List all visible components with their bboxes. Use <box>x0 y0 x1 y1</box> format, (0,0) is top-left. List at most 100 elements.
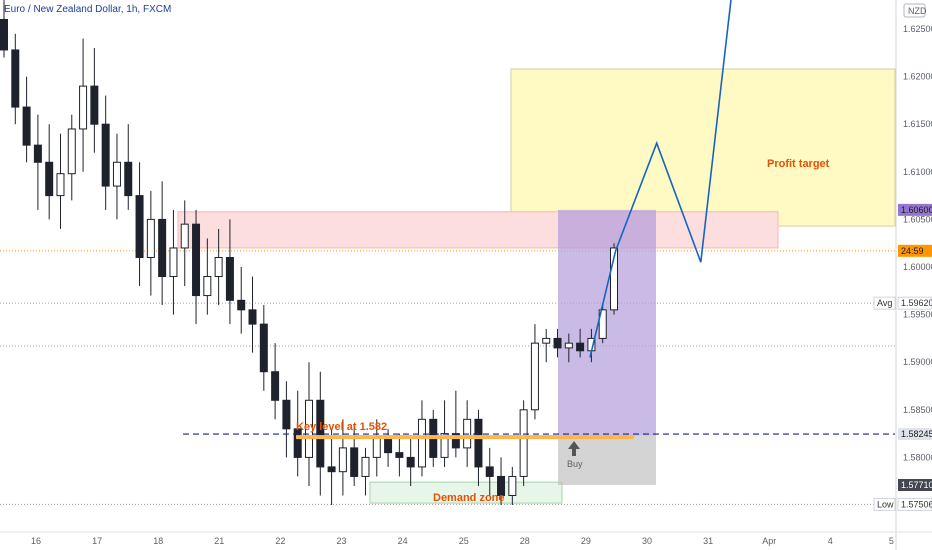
candle-body <box>67 128 76 175</box>
price-label-bg <box>898 203 932 216</box>
time-tick-label: 28 <box>520 536 530 546</box>
time-tick-label: 5 <box>889 536 894 546</box>
price-label: 1.57506 <box>901 499 932 509</box>
price-tick-label: 1.58500 <box>903 405 932 415</box>
price-tick-label: 1.62500 <box>903 24 932 34</box>
candle-body <box>350 447 359 477</box>
position-profit-area <box>558 209 656 436</box>
time-tick-label: 23 <box>336 536 346 546</box>
price-tick-label: 1.61000 <box>903 167 932 177</box>
buy-arrow-icon <box>568 441 580 456</box>
candle-body <box>542 337 551 344</box>
key-level-bar <box>296 435 634 440</box>
candle-body <box>361 456 370 477</box>
candle-body <box>293 428 302 458</box>
projection-path-line <box>589 0 732 358</box>
candle-body <box>169 247 178 278</box>
price-label-bg <box>898 428 932 441</box>
candle-body <box>497 475 506 496</box>
candle-body <box>372 437 381 458</box>
price-tick-label: 1.60000 <box>903 262 932 272</box>
price-label-bg <box>898 244 932 257</box>
price-label-bg <box>897 296 932 310</box>
time-tick-label: 4 <box>828 536 833 546</box>
candle-body <box>79 85 88 130</box>
candle-body <box>395 452 404 458</box>
chart-symbol: Euro / New Zealand Dollar, 1h, FXCM <box>4 4 171 15</box>
time-tick-label: 25 <box>459 536 469 546</box>
buy-label: Buy <box>567 459 583 469</box>
key-level-label: Key level at 1.582 <box>296 421 387 433</box>
candle-body <box>90 85 99 125</box>
price-tick-label: 1.58000 <box>903 452 932 462</box>
candle-body <box>45 161 54 197</box>
candle-body <box>11 49 20 108</box>
candle-body <box>305 399 313 458</box>
resistance-zone <box>177 211 779 249</box>
candle-body <box>135 195 144 258</box>
candle-body <box>192 223 201 297</box>
candle-body <box>384 437 393 454</box>
candle-body <box>519 409 528 477</box>
candle-body <box>158 218 167 278</box>
candle-body <box>22 106 31 146</box>
candle-body <box>214 256 223 278</box>
price-label: 1.57710 <box>901 480 932 490</box>
candle-body <box>259 323 268 373</box>
price-label-bg <box>898 479 932 492</box>
price-label: 1.60600 <box>901 205 932 215</box>
candle-body <box>33 144 42 163</box>
time-tick-label: 22 <box>275 536 285 546</box>
candle-body <box>485 466 494 477</box>
currency-badge <box>903 3 926 18</box>
candle-body <box>406 456 415 468</box>
candle-body <box>530 342 539 411</box>
time-tick-label: 18 <box>153 536 163 546</box>
price-tick-label: 1.62000 <box>903 72 932 82</box>
candle-body <box>101 123 110 187</box>
candle-body <box>564 342 573 349</box>
candle-body <box>56 173 65 197</box>
candle-body <box>112 161 121 187</box>
candle-body <box>271 371 280 401</box>
candle-body <box>417 418 426 468</box>
candle-body <box>474 418 483 468</box>
time-tick-label: 29 <box>581 536 591 546</box>
price-tick-label: 1.61500 <box>903 119 932 129</box>
candle-body <box>508 475 517 496</box>
currency-label: NZD <box>908 6 927 16</box>
candle-body <box>180 223 189 249</box>
price-tick-label: 1.59000 <box>903 357 932 367</box>
candle-body <box>248 309 257 325</box>
candle-body <box>0 18 8 51</box>
candle-body <box>553 337 562 349</box>
candle-body <box>146 218 155 258</box>
price-tick-label: 1.60500 <box>903 214 932 224</box>
time-tick-label: 30 <box>642 536 652 546</box>
candle-body <box>225 256 234 301</box>
candle-body <box>610 247 618 311</box>
price-label: 1.59620 <box>901 298 932 308</box>
candle-body <box>598 309 607 339</box>
time-tick-label: 17 <box>92 536 102 546</box>
candle-body <box>576 342 585 352</box>
candle-body <box>282 399 291 430</box>
candle-body <box>124 161 133 197</box>
candle-body <box>237 299 246 311</box>
price-label-bg <box>873 296 896 310</box>
time-tick-label: 16 <box>31 536 41 546</box>
annotations-layer: Key level at 1.582 Demand zone Profit targ… <box>183 0 895 504</box>
candle-body <box>338 447 347 473</box>
time-tick-label: Apr <box>762 536 776 546</box>
time-axis[interactable]: 16 17 18 21 22 23 24 25 28 29 30 31 Apr 4 5 <box>31 536 894 546</box>
candle-body <box>327 466 336 473</box>
profit-target-label: Profit target <box>767 158 830 170</box>
profit-target-zone <box>510 68 896 227</box>
price-label: 1.58245 <box>901 429 932 439</box>
price-axis[interactable]: 1.62500 1.62000 1.61500 1.61000 1.60500 1.600… <box>873 3 932 511</box>
demand-zone-label: Demand zone <box>433 492 505 504</box>
price-tick-label: 1.59500 <box>903 310 932 320</box>
price-label: Avg <box>877 298 892 308</box>
